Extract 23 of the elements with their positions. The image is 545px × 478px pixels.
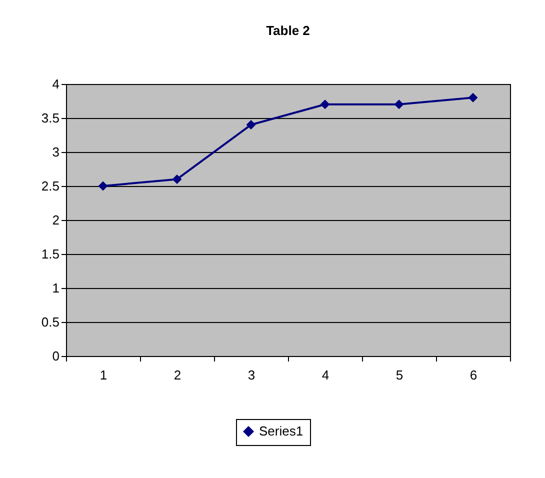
legend-label: Series1 [259,424,304,438]
y-tick-label: 2 [52,212,60,228]
y-tick-label: 3 [52,144,60,160]
x-tick-label: 4 [322,368,330,382]
x-tick-label: 5 [396,368,404,382]
y-tick-label: 3.5 [41,110,60,126]
x-tick-label: 2 [174,368,182,382]
x-tick-label: 1 [100,368,108,382]
chart-title: Table 2 [266,23,310,38]
point [172,174,182,184]
point [394,100,404,110]
point [468,92,478,102]
point [246,120,256,130]
y-tick-label: 0.5 [41,314,60,330]
y-tick-label: 0 [52,348,60,364]
y-tick-label: 1 [52,280,60,296]
y-tick-label: 1.5 [41,246,60,262]
y-tick-label: 4 [52,76,60,92]
point [320,100,330,110]
point [98,181,108,191]
x-tick-label: 6 [470,368,478,382]
y-tick-label: 2.5 [41,178,60,194]
x-tick-label: 3 [248,368,256,382]
